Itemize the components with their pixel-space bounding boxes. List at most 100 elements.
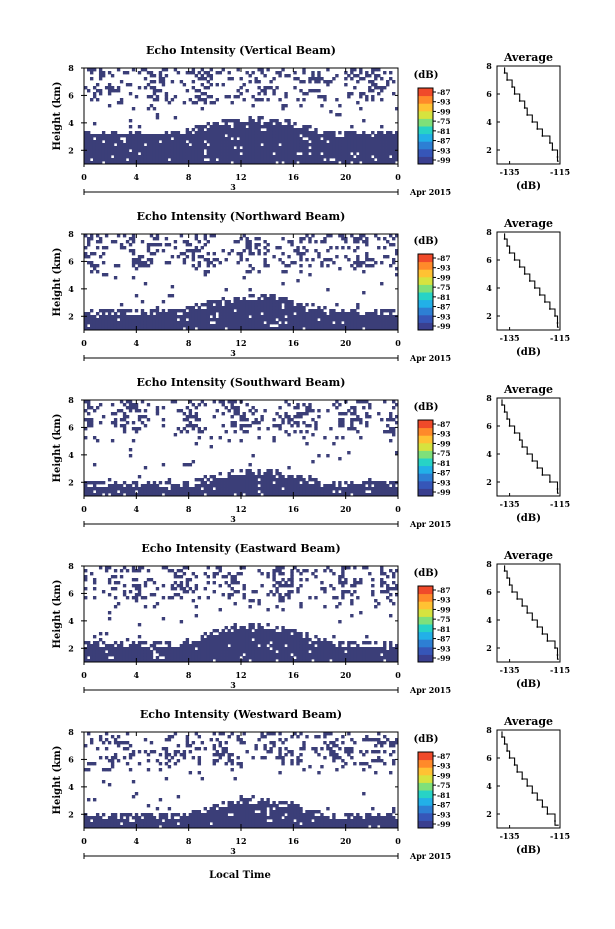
echo-cell [266,469,270,473]
echo-cell [116,89,121,93]
echo-cell [263,487,267,491]
echo-cell [140,484,145,488]
echo-cell [227,155,231,159]
echo-cell [221,632,225,636]
echo-cell [86,237,91,241]
echo-cell [194,152,199,156]
echo-cell [176,484,181,488]
echo-cell [155,143,160,147]
echo-cell [275,300,279,304]
echo-cell [89,572,94,576]
echo-cell [230,424,234,428]
echo-cell [203,98,208,102]
echo-cell [119,650,124,654]
echo-cell [290,152,294,156]
echo-cell [227,315,231,319]
echo-cell [167,324,172,328]
echo-cell [380,650,384,654]
echo-cell [248,264,252,268]
echo-cell [311,158,315,162]
echo-cell [134,487,139,491]
echo-cell [320,318,324,322]
echo-cell [194,131,199,135]
echo-cell [248,312,252,316]
profile-point [513,93,516,95]
echo-cell [140,312,145,316]
echo-cell [293,493,297,497]
echo-cell [140,146,145,150]
echo-cell [311,653,315,657]
echo-cell [221,487,225,491]
echo-cell [245,469,249,473]
echo-cell [245,490,249,494]
echo-cell [110,86,115,90]
echo-cell [95,493,100,497]
echo-cell [323,237,327,241]
echo-cell [125,421,130,425]
echo-cell [200,158,205,162]
echo-cell [248,632,252,636]
echo-cell [272,297,276,301]
echo-cell [86,762,91,766]
echo-cell [257,641,261,645]
echo-cell [206,270,210,274]
echo-cell [116,647,121,651]
echo-cell [212,572,216,576]
echo-cell [275,149,279,153]
echo-cell [239,143,243,147]
echo-cell [287,466,291,470]
echo-cell [281,131,285,135]
echo-cell [323,318,327,322]
echo-cell [257,623,261,627]
echo-cell [84,255,88,259]
echo-cell [257,68,261,72]
echo-cell [209,641,213,645]
echo-cell [143,490,148,494]
echo-cell [95,644,100,648]
echo-cell [257,309,261,313]
echo-cell [167,644,172,648]
echo-cell [347,484,351,488]
echo-cell [344,140,348,144]
echo-cell [272,143,276,147]
echo-cell [218,436,222,440]
echo-cell [278,152,282,156]
echo-cell [377,237,381,241]
echo-cell [137,158,142,162]
echo-cell [260,146,264,150]
echo-cell [137,71,142,75]
echo-cell [116,309,121,313]
echo-cell [263,155,267,159]
profile-frame [496,231,561,331]
echo-cell [266,324,270,328]
echo-cell [119,80,124,84]
echo-cell [164,149,169,153]
echo-cell [176,427,181,431]
echo-cell [278,98,282,102]
echo-cell [188,487,193,491]
echo-cell [257,427,261,431]
echo-cell [332,149,336,153]
echo-cell [368,415,372,419]
echo-cell [143,466,148,470]
echo-cell [221,490,225,494]
echo-cell [368,403,372,407]
echo-cell [350,647,354,651]
echo-cell [278,641,282,645]
echo-cell [311,303,315,307]
echo-cell [353,267,357,271]
echo-cell [278,493,282,497]
echo-cell [380,143,384,147]
echo-cell [314,575,318,579]
echo-cell [269,318,273,322]
echo-cell [257,92,261,96]
echo-cell [194,412,199,416]
echo-cell [305,312,309,316]
echo-cell [236,641,240,645]
echo-cell [335,74,339,78]
echo-cell [305,249,309,253]
echo-cell [170,493,175,497]
echo-cell [290,321,294,325]
x-tick-label: 4 [134,670,140,680]
echo-cell [338,418,342,422]
